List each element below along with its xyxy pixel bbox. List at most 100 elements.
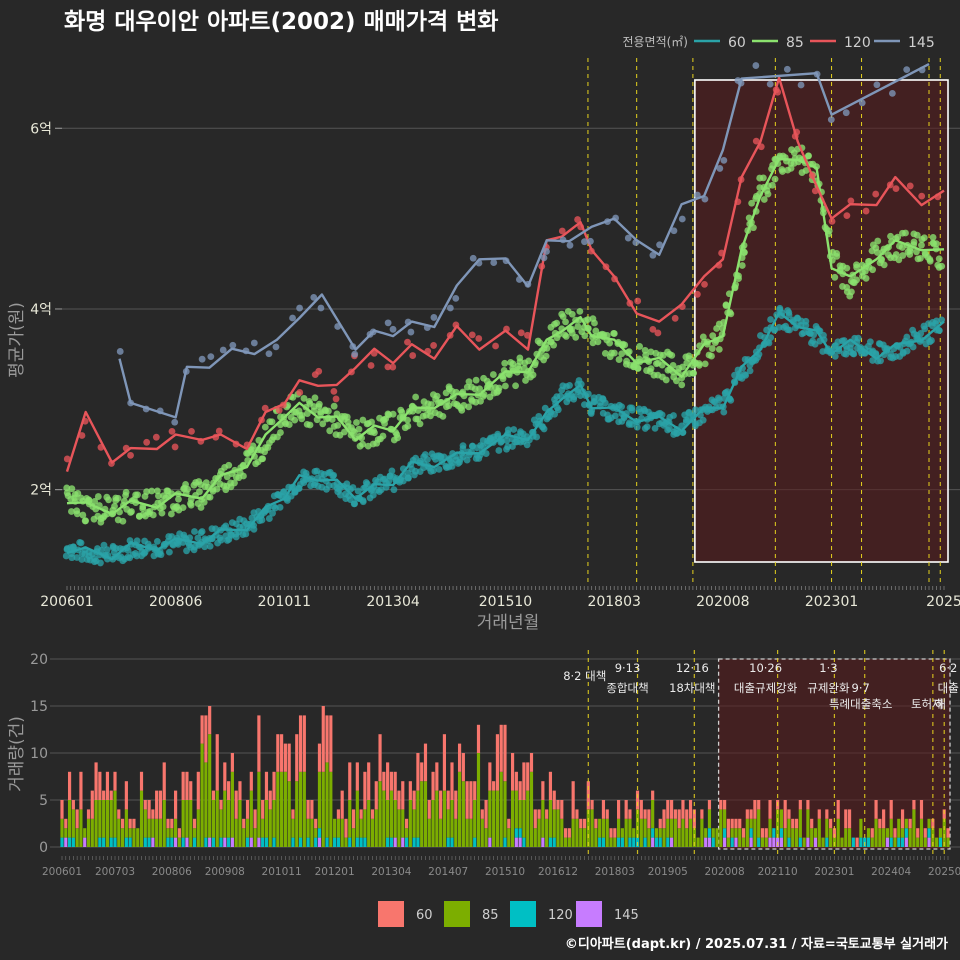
volume-bar <box>242 828 246 847</box>
volume-bar <box>404 828 409 838</box>
volume-bar <box>355 837 359 847</box>
volume-bar <box>870 837 874 847</box>
volume-bar <box>707 800 712 810</box>
volume-bar <box>291 837 295 847</box>
volume-bar <box>261 818 265 838</box>
point-85 <box>615 356 623 363</box>
volume-bar <box>401 837 405 847</box>
volume-bar <box>507 828 511 847</box>
volume-bar <box>598 818 602 838</box>
volume-bar <box>620 837 624 847</box>
volume-bar <box>688 800 693 819</box>
volume-bar <box>113 790 117 838</box>
volume-bar <box>514 771 518 791</box>
point-85 <box>592 327 600 335</box>
volume-bar <box>427 800 431 819</box>
volume-bar <box>488 762 492 791</box>
volume-x-tick-label: 200806 <box>152 866 192 878</box>
point-60 <box>77 539 85 547</box>
volume-bar <box>64 837 68 847</box>
point-85 <box>81 517 89 525</box>
point-85 <box>259 455 267 463</box>
point-85 <box>344 418 352 426</box>
point-85 <box>709 332 717 340</box>
volume-bar <box>306 800 310 819</box>
volume-bar <box>791 828 795 847</box>
volume-bar <box>219 800 223 810</box>
volume-bar <box>287 743 291 782</box>
point-85 <box>658 361 666 369</box>
volume-bar <box>416 790 420 838</box>
volume-bar <box>128 837 132 847</box>
volume-bar <box>590 809 594 847</box>
point-60 <box>903 333 911 341</box>
volume-bar <box>71 837 75 847</box>
volume-bar <box>234 818 238 847</box>
point-145 <box>116 348 124 355</box>
volume-bar <box>476 753 481 847</box>
point-85 <box>559 313 567 320</box>
volume-bar <box>336 837 340 847</box>
volume-bar <box>363 771 367 810</box>
volume-legend-key-85 <box>444 901 470 927</box>
point-145 <box>587 237 594 245</box>
volume-bar <box>174 790 178 819</box>
point-60 <box>692 406 699 414</box>
volume-bar <box>227 800 231 838</box>
point-85 <box>476 385 483 393</box>
point-60 <box>390 486 398 494</box>
volume-bar <box>510 753 515 791</box>
volume-bar <box>325 837 329 847</box>
volume-bar <box>404 818 409 829</box>
point-60 <box>643 423 651 431</box>
volume-bar <box>628 818 632 838</box>
volume-bar <box>677 809 681 829</box>
point-85 <box>778 166 786 173</box>
point-85 <box>874 237 882 245</box>
volume-bar <box>507 818 511 829</box>
point-85 <box>231 479 238 487</box>
volume-bar <box>624 800 628 819</box>
volume-bar <box>518 800 522 829</box>
point-85 <box>433 392 441 400</box>
volume-bar <box>609 828 613 838</box>
volume-bar <box>563 828 568 838</box>
volume-bar <box>787 837 791 847</box>
volume-x-tick-label: 201407 <box>428 866 468 878</box>
volume-bar <box>439 818 443 847</box>
volume-bar <box>651 837 655 847</box>
volume-bar <box>306 818 310 838</box>
volume-bar <box>582 818 587 829</box>
volume-bar <box>601 800 606 819</box>
point-145 <box>656 241 663 249</box>
point-85 <box>134 491 141 499</box>
point-85 <box>621 341 629 349</box>
point-60 <box>566 382 573 389</box>
volume-bar <box>726 818 730 838</box>
point-120 <box>468 331 476 339</box>
volume-bar <box>67 771 72 800</box>
point-60 <box>746 367 754 375</box>
volume-legend: 60 85 120 145 <box>378 901 639 927</box>
volume-bar <box>522 800 526 838</box>
point-85 <box>689 369 697 377</box>
volume-bar <box>651 800 655 829</box>
volume-bar <box>866 837 871 847</box>
volume-y-tick-label: 0 <box>39 840 48 856</box>
volume-bar <box>514 837 518 847</box>
event-label: 대출규제강화 <box>734 681 798 695</box>
point-85 <box>103 493 111 501</box>
point-85 <box>79 511 87 519</box>
point-60 <box>343 480 351 488</box>
point-85 <box>708 345 716 352</box>
point-85 <box>368 418 375 426</box>
point-60 <box>404 474 412 482</box>
volume-bar <box>878 828 882 847</box>
volume-bar <box>635 809 640 838</box>
volume-x-tick-label: 201201 <box>315 866 355 878</box>
volume-bar <box>662 828 666 847</box>
point-145 <box>649 251 657 259</box>
point-85 <box>77 494 85 502</box>
point-85 <box>306 421 314 429</box>
point-145 <box>490 259 498 266</box>
